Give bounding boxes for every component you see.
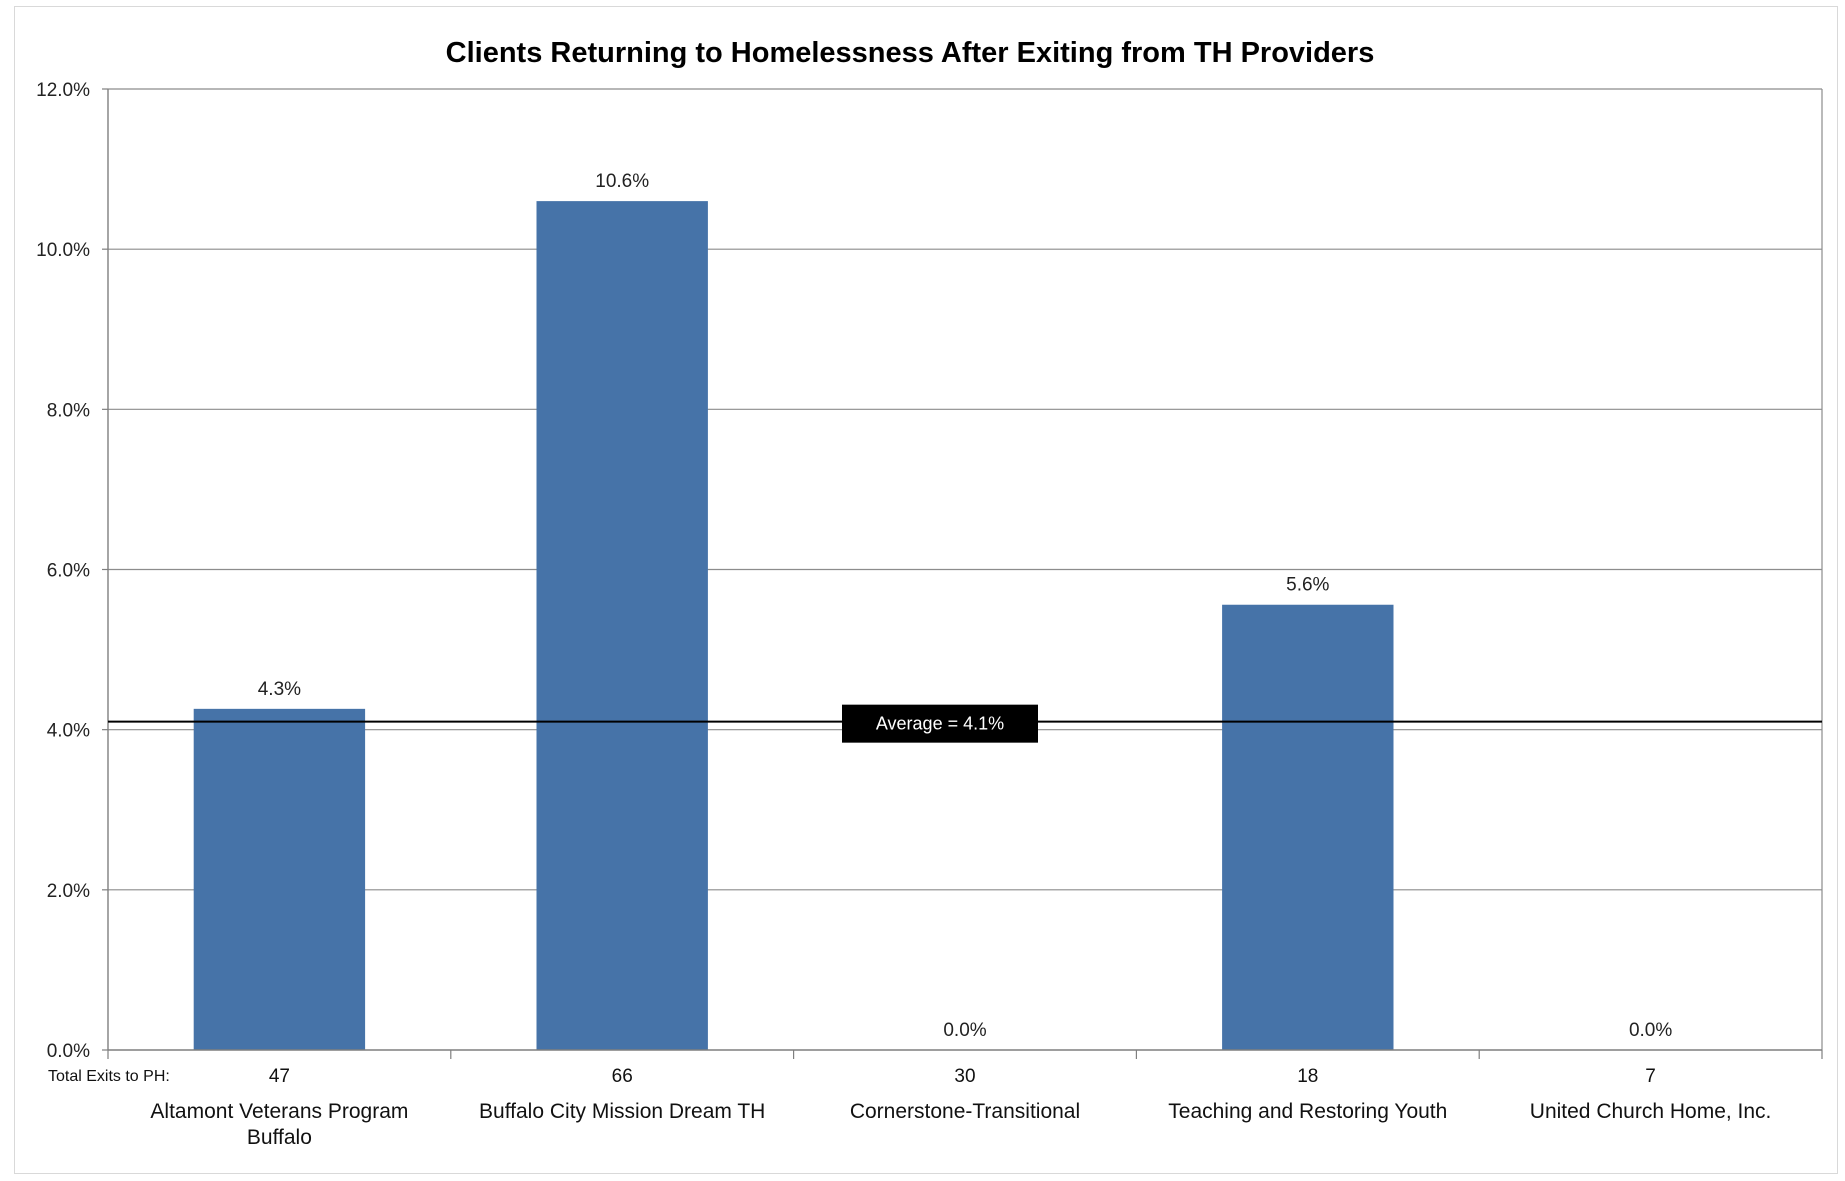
bar (193, 708, 366, 1050)
category-label: Teaching and Restoring Youth (1168, 1100, 1447, 1123)
y-tick-label: 2.0% (47, 881, 90, 902)
category-label: Buffalo (247, 1126, 312, 1149)
y-tick-label: 0.0% (47, 1041, 90, 1062)
y-tick-label: 6.0% (47, 561, 90, 582)
y-tick-label: 10.0% (36, 240, 90, 261)
category-label: Altamont Veterans Program (150, 1100, 408, 1123)
average-line-group: Average = 4.1% (108, 704, 1822, 743)
labels: 0.0% 2.0% 4.0% 6.0% 8.0% 10.0% 12.0% 4.3% 47 Alta… (36, 80, 1771, 1149)
chart-frame (14, 6, 1838, 1174)
category-label: Buffalo City Mission Dream TH (479, 1100, 765, 1123)
y-tick-label: 8.0% (47, 400, 90, 421)
chart-title: Clients Returning to Homelessness After … (446, 37, 1375, 69)
data-label: 5.6% (1286, 575, 1329, 596)
y-tick-label: 12.0% (36, 80, 90, 101)
average-label: Average = 4.1% (876, 714, 1004, 734)
exits-value: 66 (612, 1066, 633, 1087)
exits-row-label: Total Exits to PH: (48, 1068, 170, 1085)
gridlines (108, 88, 1822, 891)
average-label-box (842, 704, 1038, 743)
data-label: 0.0% (943, 1020, 986, 1041)
axes (102, 88, 1823, 1059)
bars (193, 201, 1394, 1050)
category-label: Cornerstone-Transitional (850, 1100, 1080, 1123)
exits-value: 47 (269, 1066, 290, 1087)
data-label: 10.6% (595, 171, 649, 192)
category-label: United Church Home, Inc. (1530, 1100, 1772, 1123)
exits-value: 7 (1645, 1066, 1656, 1087)
y-tick-label: 4.0% (47, 721, 90, 742)
bar (1222, 604, 1394, 1050)
data-label: 4.3% (258, 679, 301, 700)
data-label: 0.0% (1629, 1020, 1672, 1041)
bar (536, 201, 708, 1050)
exits-value: 30 (954, 1066, 975, 1087)
exits-value: 18 (1297, 1066, 1318, 1087)
